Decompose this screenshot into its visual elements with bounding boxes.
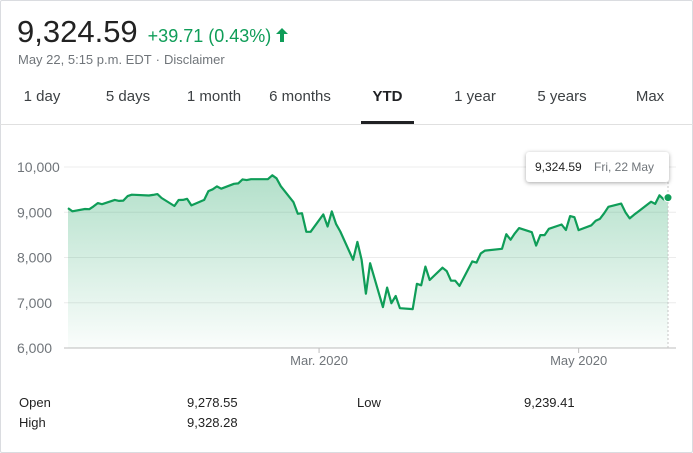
- tooltip-value: 9,324.59: [535, 160, 582, 174]
- price-area: [68, 175, 668, 348]
- tab-5-days[interactable]: 5 days: [105, 88, 151, 105]
- range-tabs: 1 day 5 days 1 month 6 months YTD 1 year…: [0, 78, 693, 124]
- disclaimer-link[interactable]: Disclaimer: [164, 52, 225, 67]
- low-value: 9,239.41: [524, 395, 575, 410]
- tab-ytd[interactable]: YTD: [361, 78, 414, 124]
- y-tick-label: 8,000: [17, 250, 52, 266]
- hover-point: [663, 193, 673, 203]
- x-tick-label: Mar. 2020: [290, 353, 348, 368]
- separator-dot: ·: [155, 52, 161, 67]
- y-tick-label: 7,000: [17, 295, 52, 311]
- tab-6-months[interactable]: 6 months: [269, 88, 331, 105]
- y-tick-label: 9,000: [17, 204, 52, 220]
- hover-tooltip: 9,324.59 Fri, 22 May: [526, 152, 669, 182]
- y-tick-label: 10,000: [17, 159, 60, 175]
- price-change: +39.71 (0.43%): [147, 26, 272, 46]
- tab-max[interactable]: Max: [635, 88, 665, 105]
- tabs-divider: [0, 124, 693, 125]
- quote-timestamp: May 22, 5:15 p.m. EDT: [18, 52, 152, 67]
- tab-1-day[interactable]: 1 day: [23, 88, 61, 105]
- open-label: Open: [19, 395, 51, 410]
- current-price: 9,324.59: [17, 14, 138, 49]
- low-label: Low: [357, 395, 381, 410]
- tab-1-month[interactable]: 1 month: [186, 88, 242, 105]
- price-line: [67, 174, 669, 311]
- y-tick-label: 6,000: [17, 340, 52, 356]
- high-label: High: [19, 415, 46, 430]
- open-value: 9,278.55: [187, 395, 238, 410]
- tooltip-date: Fri, 22 May: [594, 160, 655, 174]
- arrow-up-icon: [276, 28, 289, 47]
- price-chart[interactable]: 10,000 9,000 8,000 7,000 6,000 Mar. 2020 May …: [0, 140, 693, 380]
- tab-5-years[interactable]: 5 years: [537, 88, 587, 105]
- price-header: 9,324.59 +39.71 (0.43%): [17, 14, 289, 50]
- quote-subtitle: May 22, 5:15 p.m. EDT · Disclaimer: [18, 52, 225, 67]
- x-tick-label: May 2020: [550, 353, 607, 368]
- tab-1-year[interactable]: 1 year: [454, 88, 496, 105]
- high-value: 9,328.28: [187, 415, 238, 430]
